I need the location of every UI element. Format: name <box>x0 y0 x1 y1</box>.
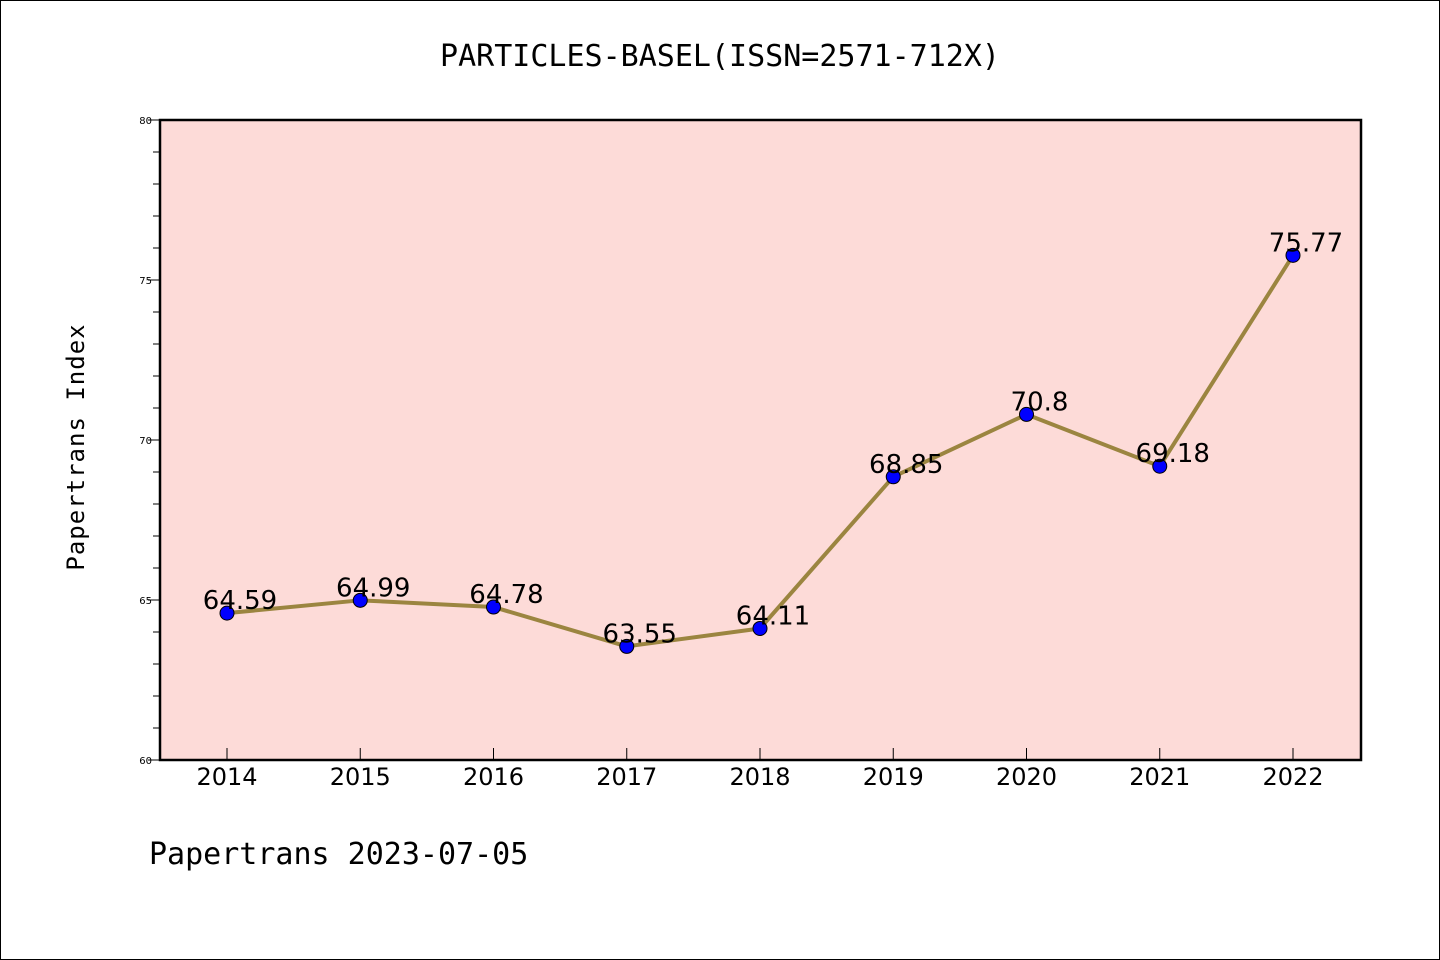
data-markers <box>219 247 1301 654</box>
y-tick-label: 75 <box>139 276 152 287</box>
data-label: 75.77 <box>1269 228 1343 258</box>
y-tick-label: 70 <box>139 436 152 447</box>
y-axis-label: Papertrans Index <box>62 323 90 570</box>
x-tick-label: 2019 <box>863 763 924 791</box>
y-tick-label: 80 <box>139 116 152 127</box>
data-label: 64.78 <box>469 580 543 610</box>
plot-border <box>158 118 1363 762</box>
data-label: 63.55 <box>603 619 677 649</box>
x-axis: 2014 2015 2016 2017 2018 2019 2020 2021 2022 <box>196 748 1324 791</box>
footer-date: Papertrans 2023-07-05 <box>149 837 528 872</box>
data-point <box>1019 406 1034 422</box>
data-label: 68.85 <box>869 450 943 480</box>
y-tick-label: 60 <box>139 756 152 767</box>
y-axis: 60 65 70 75 80 <box>139 116 160 767</box>
chart-title: PARTICLES-BASEL(ISSN=2571-712X) <box>440 39 1000 74</box>
data-point <box>1152 458 1168 474</box>
data-label: 70.8 <box>1011 387 1069 417</box>
y-tick-label: 65 <box>139 596 152 607</box>
data-label: 64.99 <box>336 573 410 603</box>
x-tick-label: 2022 <box>1262 763 1323 791</box>
x-tick-label: 2018 <box>729 763 790 791</box>
data-point <box>619 638 635 654</box>
x-tick-label: 2021 <box>1129 763 1190 791</box>
data-point <box>219 605 235 621</box>
x-tick-label: 2020 <box>996 763 1057 791</box>
data-label: 64.11 <box>736 601 810 631</box>
plot-area <box>160 120 1361 760</box>
data-point <box>885 469 901 485</box>
x-tick-label: 2015 <box>330 763 391 791</box>
x-tick-label: 2014 <box>196 763 257 791</box>
data-label: 69.18 <box>1136 439 1210 469</box>
data-labels: 64.59 64.99 64.78 63.55 64.11 68.85 70.8 69.18 7… <box>203 228 1343 649</box>
data-point <box>1285 247 1301 263</box>
x-tick-label: 2016 <box>463 763 524 791</box>
data-point <box>486 599 501 615</box>
data-label: 64.59 <box>203 586 277 616</box>
data-point <box>352 592 368 608</box>
x-tick-label: 2017 <box>596 763 657 791</box>
data-point <box>752 620 768 636</box>
